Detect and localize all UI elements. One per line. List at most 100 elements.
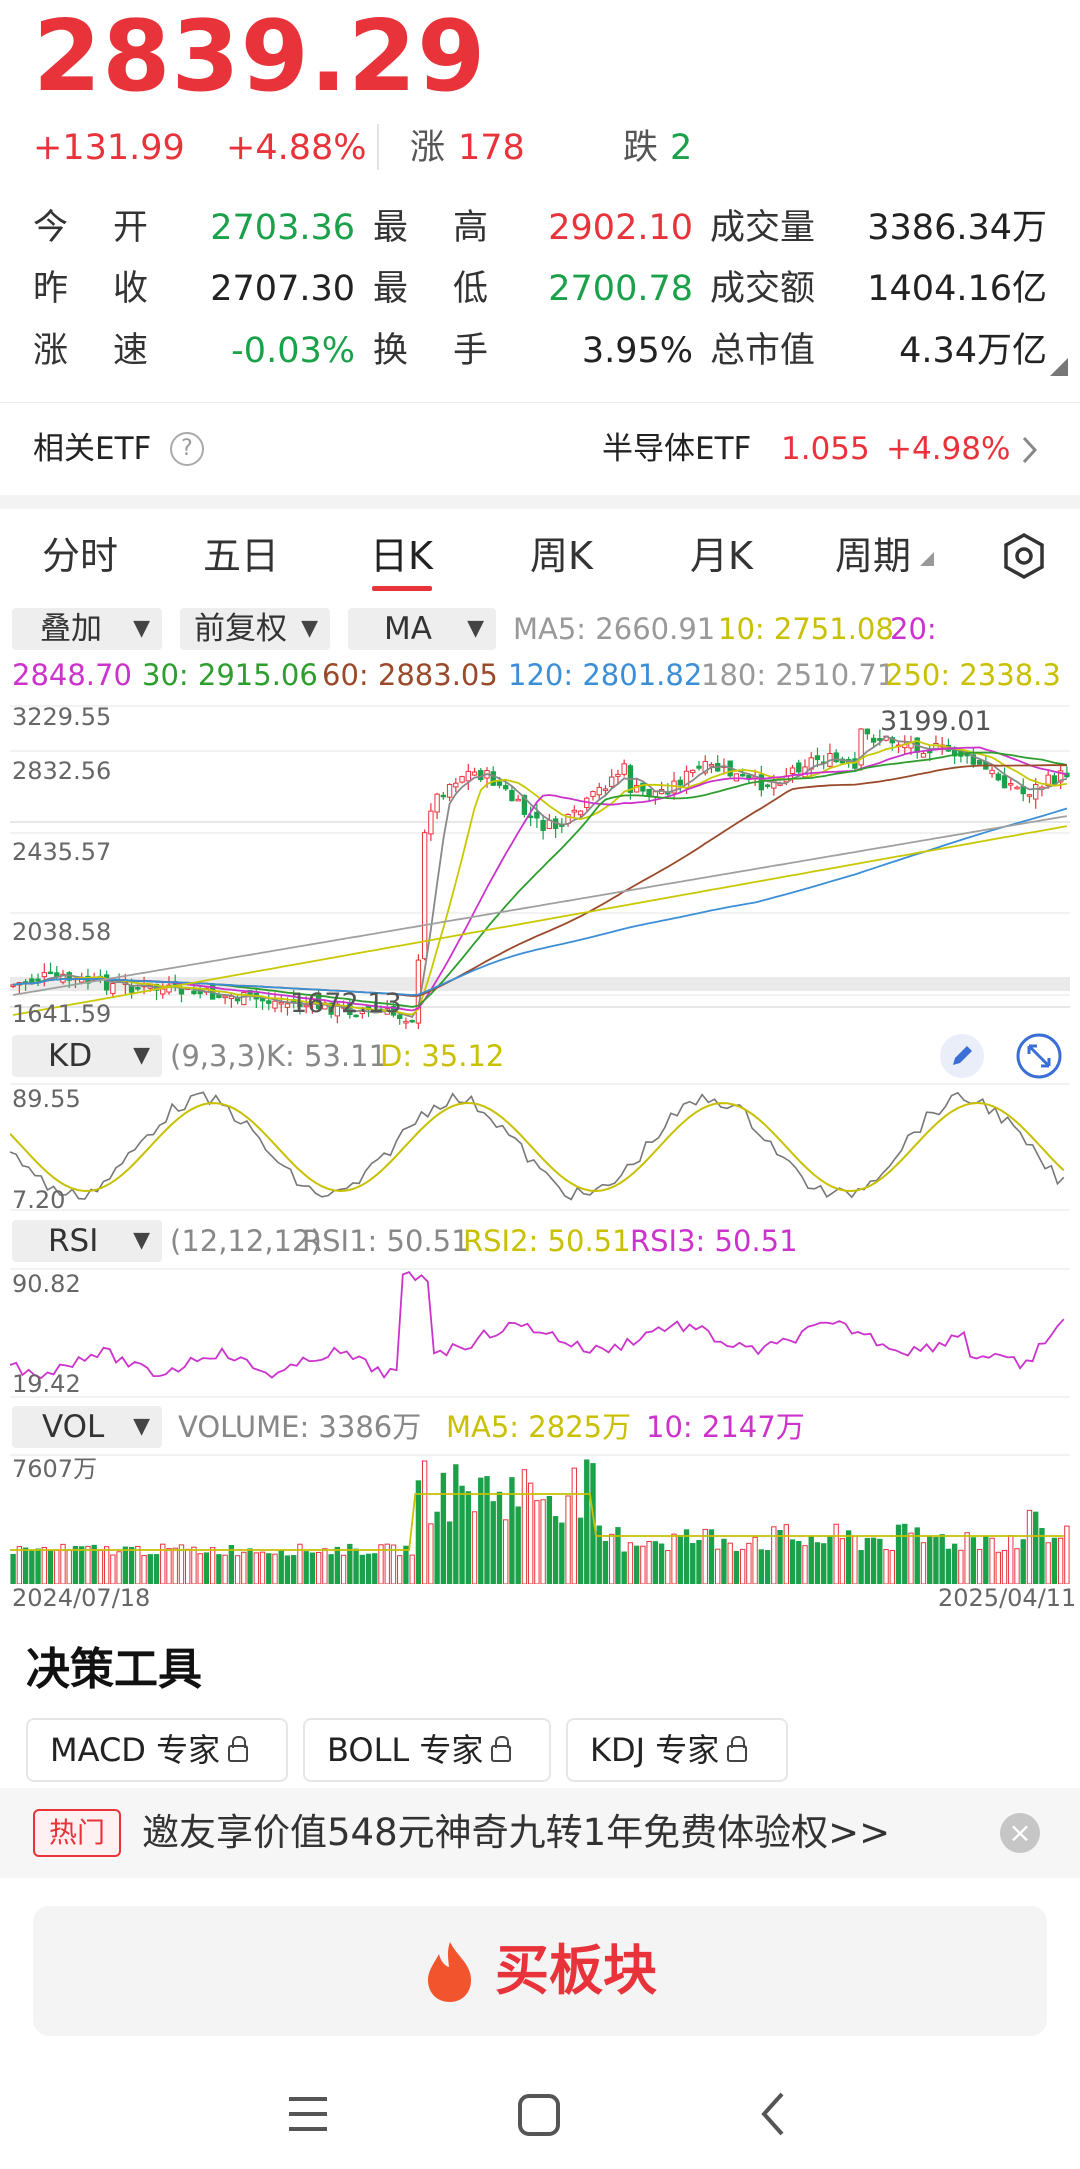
candle-body — [796, 762, 802, 773]
candle-body — [440, 794, 447, 798]
related-etf-row[interactable]: 相关ETF ? 半导体ETF 1.055 +4.98% — [0, 403, 1080, 495]
promo-text: 邀友享价值548元神奇九转1年免费体验权>> — [142, 1811, 891, 1854]
volume-bar — [976, 1548, 983, 1584]
volume-bar — [646, 1541, 652, 1584]
home-icon[interactable] — [516, 2092, 562, 2138]
tab-period[interactable]: 周期 — [835, 534, 912, 578]
promo-banner[interactable]: 热门 邀友享价值548元神奇九转1年免费体验权>> × — [0, 1788, 1080, 1878]
volume-bar — [334, 1546, 341, 1584]
rsi-dropdown[interactable]: RSI ▼ — [12, 1220, 162, 1262]
settings-hexagon-icon[interactable] — [1002, 532, 1046, 580]
stat-mktcap-label: 总市值 — [710, 331, 816, 371]
candle-body — [995, 773, 1001, 781]
volume-bar — [821, 1543, 827, 1584]
fullscreen-icon[interactable] — [1015, 1032, 1063, 1080]
candle-body — [35, 978, 41, 982]
volume-bar — [833, 1523, 839, 1584]
candle-body — [328, 1002, 334, 1015]
candle-body — [1064, 772, 1070, 778]
candle-body — [334, 1003, 341, 1017]
volume-bar — [527, 1482, 534, 1584]
ma-line — [12, 825, 1068, 1016]
kline-chart[interactable] — [10, 705, 1070, 1029]
volume-bar — [945, 1548, 952, 1584]
triangle-down-icon: ▼ — [133, 616, 150, 641]
date-end: 2025/04/11 — [938, 1584, 1077, 1612]
triangle-down-icon: ▼ — [133, 1414, 150, 1439]
volume-bar — [322, 1548, 328, 1584]
candle-body — [409, 1019, 415, 1023]
candle-body — [403, 1020, 409, 1024]
stat-speed-l1: 涨 — [33, 331, 69, 371]
volume-bar — [640, 1545, 646, 1584]
volume-bar — [920, 1542, 927, 1584]
tools-title: 决策工具 — [26, 1644, 202, 1695]
active-tab-indicator — [372, 586, 432, 591]
ma5-value: MA5: 2660.91 — [513, 612, 716, 646]
rsi2-value: RSI2: 50.51 — [463, 1224, 631, 1258]
candle-body — [733, 773, 740, 782]
kd-chart — [10, 1083, 1070, 1211]
edit-button[interactable] — [940, 1034, 984, 1078]
tab-daily-k[interactable]: 日K — [370, 534, 433, 578]
volume-bar — [683, 1529, 690, 1584]
stat-low-l2: 低 — [453, 269, 489, 309]
candle-body — [696, 765, 702, 769]
volume-bar — [552, 1516, 559, 1584]
volume-bar — [621, 1551, 627, 1584]
adjust-dropdown[interactable]: 前复权 ▼ — [180, 608, 330, 650]
volume-bar — [702, 1528, 708, 1584]
volume-bar — [652, 1541, 659, 1584]
vol-ma10-value: 10: 2147万 — [646, 1410, 805, 1444]
volume-bar — [602, 1540, 609, 1584]
kd-dropdown[interactable]: KD ▼ — [12, 1035, 162, 1077]
rsi-label: RSI — [48, 1223, 99, 1259]
tab-five-day[interactable]: 五日 — [203, 534, 280, 578]
macd-expert-button[interactable]: MACD 专家 — [26, 1718, 288, 1782]
candle-body — [989, 769, 995, 775]
candle-body — [646, 788, 652, 797]
candle-body — [870, 737, 877, 743]
volume-bar — [128, 1546, 135, 1584]
volume-bar — [658, 1543, 665, 1584]
index-price: 2839.29 — [33, 0, 487, 114]
volume-bar — [446, 1521, 453, 1584]
volume-bar — [340, 1554, 347, 1584]
volume-bar — [852, 1535, 858, 1584]
volume-bar — [141, 1555, 147, 1584]
volume-bar — [191, 1546, 197, 1584]
volume-bar — [1064, 1525, 1070, 1584]
volume-bar — [777, 1530, 783, 1584]
overlay-dropdown[interactable]: 叠加 ▼ — [12, 608, 162, 650]
boll-expert-button[interactable]: BOLL 专家 — [303, 1718, 551, 1782]
volume-bar — [808, 1536, 814, 1584]
recent-apps-icon[interactable] — [287, 2094, 329, 2134]
chevron-right-icon — [1022, 436, 1038, 464]
hot-tag: 热门 — [33, 1809, 121, 1857]
ma180-value: 180: 2510.71 — [701, 658, 896, 692]
buy-sector-button[interactable]: 买板块 — [33, 1906, 1047, 2036]
stat-exchange-l2: 手 — [453, 331, 489, 371]
kd-y-max: 89.55 — [12, 1085, 81, 1113]
section-gap — [0, 495, 1080, 509]
ma30-value: 30: 2915.06 — [142, 658, 318, 692]
candle-body — [1033, 784, 1039, 800]
candle-body — [166, 984, 172, 993]
volume-bar — [10, 1553, 16, 1584]
price-change-pct: +4.88% — [226, 128, 367, 168]
close-icon[interactable]: × — [1000, 1813, 1040, 1853]
kdj-expert-button[interactable]: KDJ 专家 — [566, 1718, 788, 1782]
back-icon[interactable] — [758, 2090, 788, 2138]
volume-bar — [721, 1538, 727, 1584]
tab-intraday[interactable]: 分时 — [42, 534, 119, 578]
volume-bar — [839, 1538, 846, 1584]
divider — [0, 402, 1080, 403]
ma-dropdown[interactable]: MA ▼ — [348, 608, 496, 650]
candle-body — [1014, 786, 1020, 790]
help-icon[interactable]: ? — [170, 432, 204, 466]
tab-weekly-k[interactable]: 周K — [530, 534, 593, 578]
vol-dropdown[interactable]: VOL ▼ — [12, 1406, 162, 1448]
expand-corner-icon[interactable] — [1050, 358, 1068, 376]
tab-monthly-k[interactable]: 月K — [690, 534, 753, 578]
volume-bar — [147, 1554, 153, 1584]
